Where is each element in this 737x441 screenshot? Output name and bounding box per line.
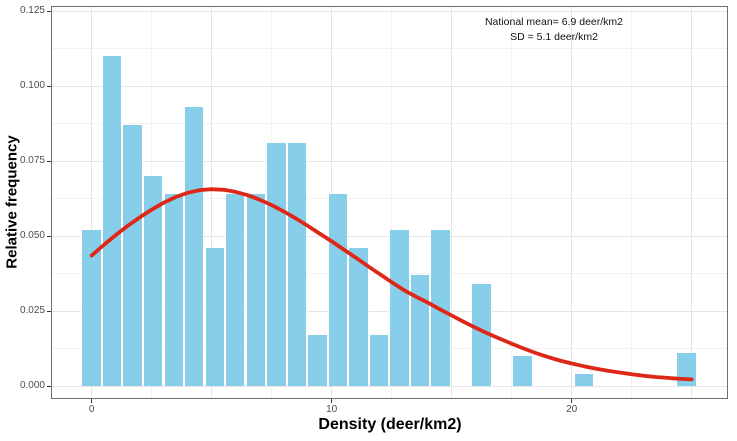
x-tick-label: 20 (566, 404, 578, 415)
histogram-bar (204, 248, 226, 386)
histogram-bar (142, 176, 164, 386)
y-minor-gridline (52, 48, 727, 49)
y-minor-gridline (52, 123, 727, 124)
histogram-bar (471, 284, 492, 386)
histogram-bar (163, 194, 185, 386)
histogram-bar (368, 335, 390, 386)
y-tick-label: 0.125 (19, 5, 45, 16)
x-major-gridline (571, 7, 573, 398)
histogram-bar (286, 143, 308, 386)
y-tick-label: 0.050 (19, 230, 45, 241)
x-tick-label: 10 (326, 404, 338, 415)
histogram-bar (183, 107, 205, 386)
x-axis-tick (571, 399, 573, 403)
y-tick-label: 0.000 (19, 380, 45, 391)
x-axis-title: Density (deer/km2) (318, 416, 462, 433)
x-major-gridline (691, 7, 693, 398)
histogram-bar (430, 230, 451, 386)
y-tick-label: 0.075 (19, 155, 45, 166)
x-minor-gridline (631, 7, 633, 398)
y-axis-tick (47, 385, 51, 387)
y-axis-tick (47, 85, 51, 87)
histogram-bar (676, 353, 697, 386)
annotation-mean-line: National mean= 6.9 deer/km2 (484, 16, 624, 28)
histogram-bar (389, 230, 410, 386)
y-axis-title: Relative frequency (3, 135, 21, 269)
y-axis-tick (47, 310, 51, 312)
annotation-sd-line: SD = 5.1 deer/km2 (510, 31, 598, 43)
y-axis-tick (47, 10, 51, 12)
histogram-bar (245, 194, 267, 386)
histogram-bar (266, 143, 287, 386)
histogram-bar (409, 275, 431, 386)
histogram-bar (101, 56, 123, 386)
histogram-bar (327, 194, 349, 386)
histogram-bar (122, 125, 143, 386)
x-tick-label: 0 (88, 404, 95, 415)
histogram-bar (348, 248, 369, 386)
y-tick-label: 0.100 (19, 80, 45, 91)
y-major-gridline (52, 85, 727, 87)
histogram-bar (81, 230, 102, 386)
x-axis-tick (331, 399, 333, 403)
y-major-gridline (52, 385, 727, 387)
x-minor-gridline (511, 7, 513, 398)
y-major-gridline (52, 160, 727, 162)
stats-annotation: National mean= 6.9 deer/km2 SD = 5.1 dee… (485, 15, 623, 45)
histogram-bar (573, 374, 595, 386)
histogram-bar (307, 335, 328, 386)
histogram-bar (224, 194, 246, 386)
y-axis-tick (47, 235, 51, 237)
y-tick-label: 0.025 (19, 305, 45, 316)
x-major-gridline (451, 7, 453, 398)
plot-panel: National mean= 6.9 deer/km2 SD = 5.1 dee… (51, 6, 728, 399)
histogram-bar (512, 356, 533, 386)
y-major-gridline (52, 10, 727, 12)
y-axis-tick (47, 160, 51, 162)
x-axis-tick (91, 399, 93, 403)
